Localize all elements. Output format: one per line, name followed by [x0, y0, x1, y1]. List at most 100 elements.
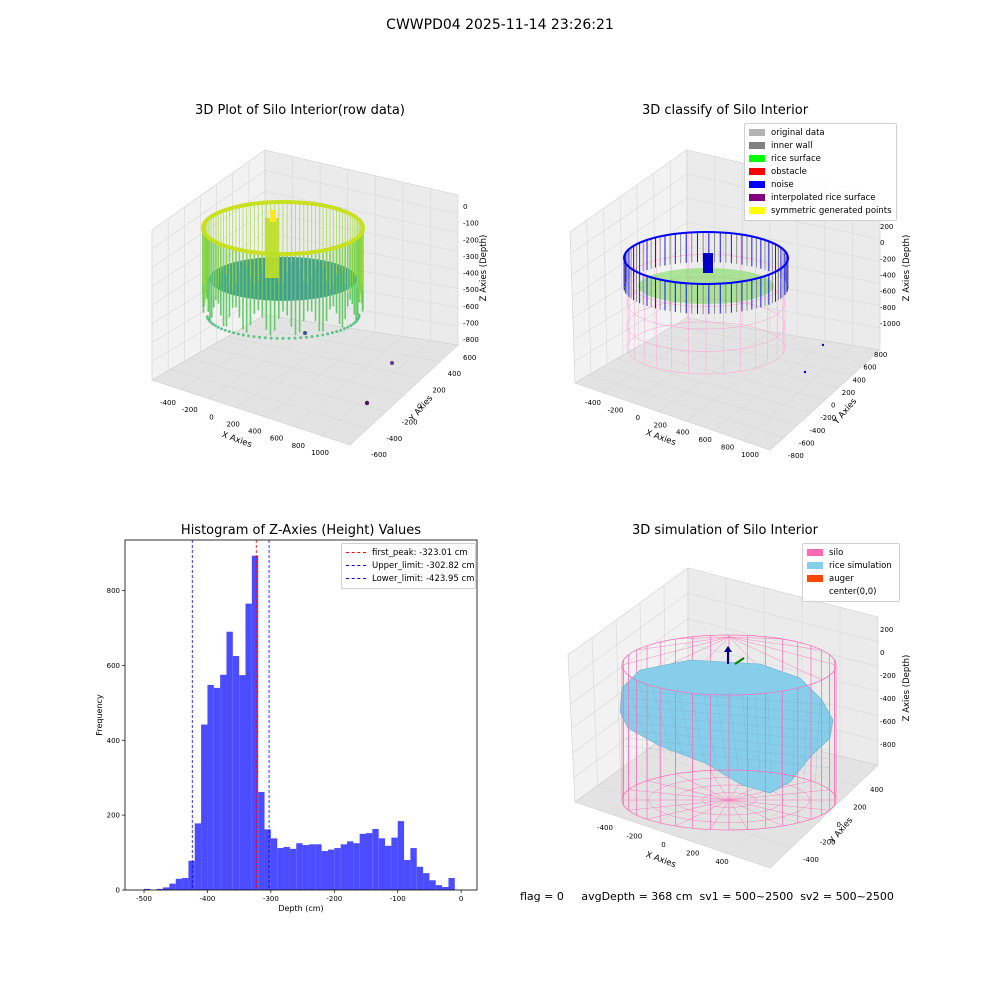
panel2-y-tick-label: -600	[799, 439, 815, 447]
histogram-bar	[296, 843, 303, 890]
legend-swatch	[749, 168, 765, 175]
panel1-x-tick-label: 0	[209, 413, 213, 421]
panel4-zlabel: Z Axies (Depth)	[902, 655, 912, 722]
histogram-bar	[144, 888, 151, 890]
histogram-bar	[321, 851, 328, 890]
histogram-bar	[169, 883, 176, 890]
histogram-bar	[353, 843, 360, 890]
legend-entry: symmetric generated points	[749, 204, 892, 217]
panel2-y-tick-label: -200	[820, 414, 836, 422]
histogram-bar	[372, 828, 379, 890]
histogram-ytick-label: 200	[107, 812, 120, 820]
histogram-xtick-label: -100	[390, 895, 406, 903]
legend-swatch	[807, 562, 823, 569]
histogram-bar	[442, 887, 449, 890]
legend-entry: interpolated rice surface	[749, 191, 892, 204]
auger-arrow-icon	[724, 646, 732, 652]
histogram-bar	[283, 846, 290, 890]
panel2-z-tick-label: -800	[880, 304, 896, 312]
histogram-xtick-label: 0	[459, 895, 463, 903]
histogram-bar	[258, 791, 265, 890]
panel2-z-tick-label: -200	[880, 255, 896, 263]
histogram-bar	[264, 829, 271, 890]
legend-label: Upper_limit: -302.82 cm	[372, 560, 475, 571]
panel1-z-tick-label: 0	[463, 203, 467, 211]
legend-entry: Lower_limit: -423.95 cm	[346, 572, 474, 585]
panel1-x-tick-label: 1000	[311, 449, 329, 457]
histogram-bar	[334, 848, 341, 890]
panel1-y-tick-label: -400	[386, 435, 402, 443]
panel2-z-tick-label: 200	[880, 223, 893, 231]
panel1-z-tick-label: -300	[463, 253, 479, 261]
histogram-bar	[448, 878, 455, 890]
legend-entry: first_peak: -323.01 cm	[346, 546, 471, 559]
legend-swatch	[749, 194, 765, 201]
panel4-z-tick-label: -800	[880, 741, 896, 749]
legend-swatch	[749, 129, 765, 136]
histogram-bar	[277, 848, 284, 890]
legend-entry: obstacle	[749, 165, 892, 178]
legend-label: silo	[829, 547, 844, 558]
legend-label: auger	[829, 573, 854, 584]
panel4-y-tick-label: 0	[837, 821, 841, 829]
histogram-bar	[327, 849, 335, 890]
panel2-x-tick-label: 400	[676, 429, 689, 437]
panel2-y-tick-label: 600	[863, 364, 876, 372]
histogram-frame	[124, 539, 478, 891]
panel4-y-tick-label: -400	[803, 856, 819, 864]
legend-label: noise	[771, 179, 794, 190]
obstacle-top-cloud	[270, 210, 276, 222]
panel1-y-tick-label: 600	[463, 354, 476, 362]
legend-entry: rice simulation	[807, 559, 895, 572]
histogram-bar	[429, 880, 436, 890]
panel1-zlabel: Z Axies (Depth)	[479, 235, 489, 302]
histogram-bar	[302, 845, 309, 890]
histogram-bar	[397, 821, 405, 890]
histogram-bar	[175, 878, 183, 890]
legend-line-swatch	[346, 552, 366, 553]
histogram-ytick-label: 600	[107, 662, 120, 670]
rice-surface-points	[638, 268, 774, 304]
panel4-ylabel: Y Axies	[827, 815, 855, 846]
legend-entry: auger	[807, 572, 895, 585]
legend-entry: noise	[749, 178, 892, 191]
legend-label: interpolated rice surface	[771, 192, 876, 203]
histogram-xtick-label: -400	[200, 895, 216, 903]
histogram-bar	[416, 866, 424, 890]
panel4-x-tick-label: 200	[686, 850, 699, 858]
noise-rim-points	[623, 231, 789, 285]
panel2-z-tick-label: 0	[880, 239, 884, 247]
panel4-z-tick-label: 200	[880, 626, 893, 634]
panel2-y-tick-label: 200	[842, 389, 855, 397]
panel4-z-tick-label: -400	[880, 695, 896, 703]
histogram-ytick-label: 400	[107, 737, 120, 745]
panel1-x-tick-label: 200	[226, 420, 239, 428]
legend-line-swatch	[346, 565, 366, 566]
panel4-x-tick-label: 0	[661, 841, 665, 849]
histogram-bar	[220, 674, 227, 890]
panel2-x-tick-label: -200	[607, 406, 623, 414]
panel2-zlabel: Z Axies (Depth)	[902, 235, 912, 302]
legend-entry: rice surface	[749, 152, 892, 165]
panel2-y-tick-label: -400	[810, 427, 826, 435]
panel2-plot3d: -400 -200 0 200 400 600 800 1000 800 600 400 200 0 -…	[569, 149, 912, 460]
panel1-x-tick-label: 600	[270, 435, 283, 443]
histogram-plot: -500 -400 -300 -200 -100 0 0 200 400 600 800 Dept…	[95, 539, 478, 913]
panel4-xlabel: X Axies	[644, 850, 677, 870]
histogram-ylabel: Frequency	[95, 694, 104, 736]
legend-entry: silo	[807, 546, 895, 559]
panel2-y-tick-label: 0	[831, 402, 835, 410]
histogram-bar	[315, 844, 322, 890]
histogram-ytick-label: 0	[116, 887, 120, 895]
histogram-bar	[163, 887, 170, 890]
panel4-title: 3D simulation of Silo Interior	[632, 523, 818, 538]
panel1-z-tick-label: -200	[463, 236, 479, 244]
panel2-z-tick-label: -400	[880, 272, 896, 280]
panel2-x-tick-label: 1000	[741, 451, 759, 459]
legend-label: obstacle	[771, 166, 807, 177]
histogram-ytick-label: 800	[107, 587, 120, 595]
panel2-legend: original data inner wall rice surface obsta…	[744, 123, 897, 221]
stray-point	[303, 331, 307, 335]
panel2-x-tick-label: 200	[654, 421, 667, 429]
